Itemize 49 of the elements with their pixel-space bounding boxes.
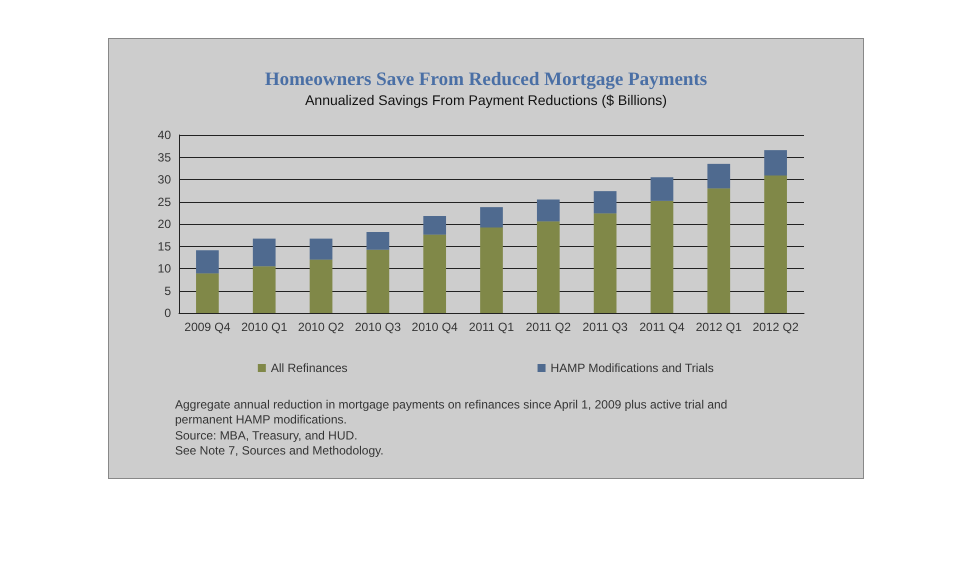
x-tick-label: 2010 Q1 [241,320,288,334]
y-tick-label: 15 [158,239,172,254]
y-tick-label: 30 [158,172,172,186]
bar [423,216,446,235]
bar [707,188,730,313]
x-tick-label: 2010 Q3 [354,320,402,334]
bar [310,260,332,313]
bar [650,177,674,201]
bar [480,228,503,313]
y-tick-label: 35 [158,150,172,164]
bar [252,238,276,266]
text: See Note 7, Sources and Methodology. [175,444,384,458]
legend-label: All Refinances [270,361,348,375]
bar [536,200,560,222]
x-tick-label: 2010 Q4 [412,320,458,334]
bar [594,191,616,214]
bar [764,150,787,176]
bar [594,213,616,313]
x-tick-label: 2011 Q1 [468,320,514,334]
bar [196,273,219,313]
bar [366,232,390,250]
bar [650,200,674,313]
y-tick-label: 20 [158,217,172,231]
x-tick-label: 2012 Q2 [752,320,799,334]
chart-subtitle: Annualized Savings From Payment Reductions ($ Billions) [305,92,667,108]
bar [423,234,446,313]
x-tick-label: 2011 Q2 [526,320,572,334]
y-tick-label: 5 [164,284,172,298]
bar [310,238,332,260]
bar [707,164,730,188]
bar [252,266,276,313]
y-tick-label: 10 [158,262,172,276]
y-tick-label: 0 [164,306,172,320]
chart-title: Homeowners Save From Reduced Mortgage Payments [264,69,708,90]
legend-label: HAMP Modifications and Trials [550,361,714,375]
x-tick-label: 2011 Q4 [639,320,685,334]
y-tick-label: 40 [158,128,172,142]
bar [536,221,560,313]
x-tick-label: 2010 Q2 [298,320,344,334]
x-tick-label: 2012 Q1 [696,320,742,334]
bar [196,250,219,274]
bar [764,175,787,313]
bar [480,207,503,228]
text: Aggregate annual reduction in mortgage payments on refinances since April 1, 2009 plus active trial and permanent HAMP modifications. [175,398,731,426]
x-tick-label: 2009 Q4 [184,320,231,334]
source-note: Source: MBA, Treasury, and HUD. [175,428,358,442]
x-tick-label: 2011 Q3 [582,320,628,334]
bar [366,250,390,313]
y-tick-label: 25 [158,194,172,209]
